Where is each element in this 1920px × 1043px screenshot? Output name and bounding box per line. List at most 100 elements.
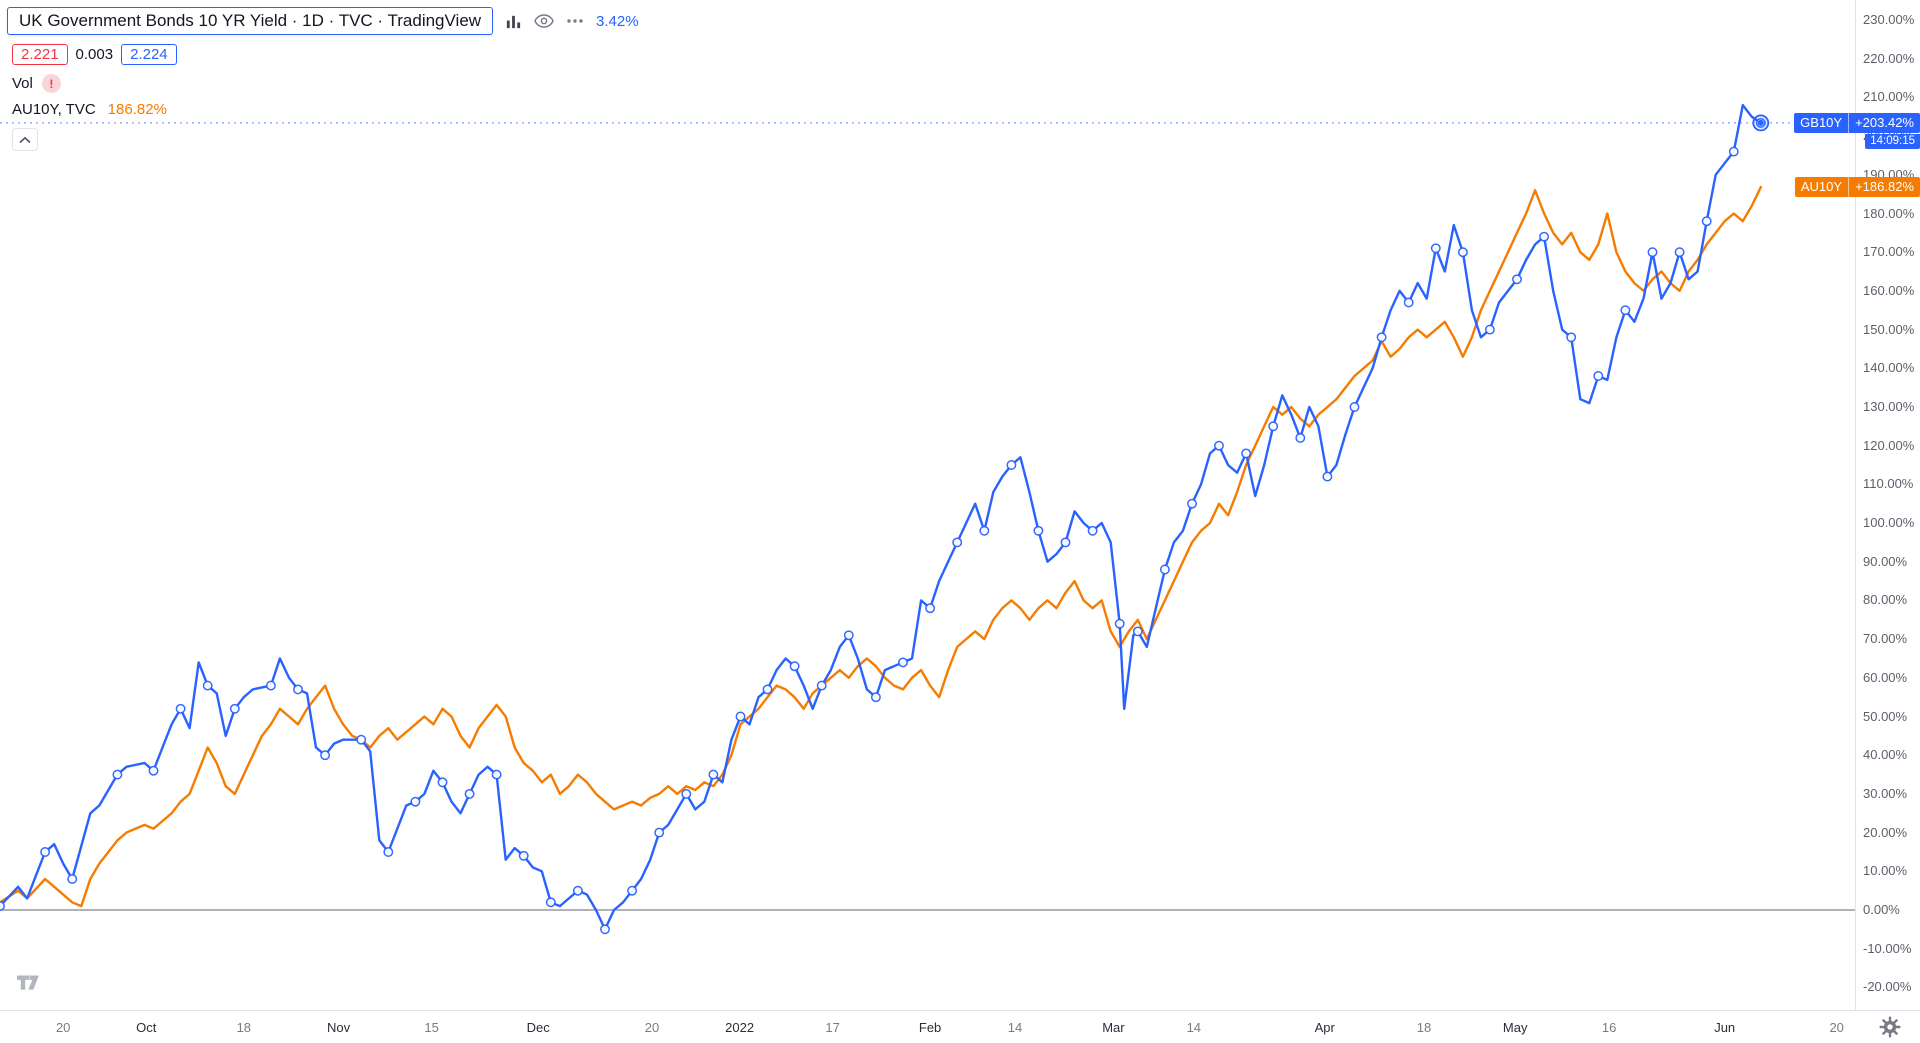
- time-tick-label: Apr: [1314, 1020, 1335, 1035]
- time-tick-label: Nov: [327, 1020, 351, 1035]
- gb10y-point-marker: [1132, 626, 1143, 637]
- gb10y-point-marker: [843, 630, 854, 641]
- bid-price-pill[interactable]: 2.221: [12, 44, 68, 65]
- gb10y-point-marker: [1214, 440, 1224, 451]
- chart-canvas[interactable]: [0, 0, 1855, 1010]
- price-tick-label: 20.00%: [1863, 824, 1908, 840]
- gb10y-point-marker: [1114, 618, 1125, 629]
- price-tick-label: 120.00%: [1863, 437, 1915, 453]
- price-label-gb10y: GB10Y +203.42% 14:09:15: [1794, 112, 1920, 149]
- ask-price-pill[interactable]: 2.224: [121, 44, 177, 65]
- price-tick-label: 150.00%: [1863, 321, 1915, 337]
- gb10y-point-marker: [464, 788, 475, 799]
- gb10y-point-marker: [265, 680, 276, 691]
- gb10y-point-marker: [148, 765, 159, 776]
- price-tick-label: 140.00%: [1863, 360, 1915, 376]
- gb10y-point-marker: [1484, 324, 1495, 335]
- price-axis[interactable]: 230.00%220.00%210.00%200.00%190.00%180.0…: [1855, 0, 1920, 1010]
- time-axis[interactable]: 20 Oct 18 Nov 15 Dec 20 2022 17 Feb 14 Mar 14 Apr 18 Ma…: [0, 1010, 1920, 1043]
- chart-svg[interactable]: [0, 0, 1855, 1010]
- price-tick-label: 70.00%: [1863, 631, 1908, 647]
- compare-symbol-legend[interactable]: AU10Y, TVC 186.82%: [12, 101, 639, 118]
- price-label-row: AU10Y +186.82%: [1794, 177, 1920, 198]
- gb10y-point-marker: [1060, 537, 1071, 548]
- time-tick-label: 20: [55, 1020, 71, 1035]
- volume-label: Vol: [12, 75, 33, 92]
- gb10y-point-marker: [898, 657, 908, 668]
- time-tick-label: 15: [424, 1020, 439, 1035]
- compare-symbol-name: AU10Y, TVC: [12, 101, 96, 118]
- symbol-badge-text: GB10Y: [1794, 112, 1850, 133]
- price-tick-label: 10.00%: [1863, 863, 1908, 879]
- time-tick-label: Mar: [1102, 1020, 1125, 1035]
- chart-style-icon[interactable]: [505, 13, 522, 30]
- time-tick-label: 18: [236, 1020, 252, 1035]
- gb10y-point-marker: [320, 750, 331, 761]
- gb10y-point-marker: [293, 684, 303, 695]
- gb10y-point-marker: [1006, 460, 1017, 470]
- price-tick-label: 90.00%: [1863, 553, 1908, 569]
- gb10y-point-marker: [600, 924, 610, 935]
- price-badge-value: +203.42%: [1849, 112, 1920, 133]
- gb10y-point-marker: [572, 885, 583, 896]
- gb10y-point-marker: [979, 525, 990, 536]
- gb10y-point-marker: [1033, 525, 1044, 536]
- time-tick-label: 20: [1829, 1020, 1844, 1035]
- gb10y-point-marker: [654, 827, 665, 838]
- time-tick-label: 14: [1186, 1020, 1202, 1035]
- gb10y-point-marker: [175, 703, 186, 714]
- gb10y-point-marker: [0, 901, 5, 912]
- gb10y-last-point-dot: [1757, 119, 1764, 126]
- price-tick-label: 50.00%: [1863, 708, 1908, 724]
- time-tick-label: May: [1502, 1020, 1528, 1035]
- gb10y-point-marker: [202, 680, 213, 691]
- gb10y-point-marker: [1620, 305, 1631, 316]
- gb10y-point-marker: [870, 692, 881, 703]
- gb10y-point-marker: [1268, 421, 1279, 432]
- compare-symbol-value: 186.82%: [107, 101, 167, 118]
- time-tick-label: 16: [1601, 1020, 1617, 1035]
- time-tick-label: 20: [644, 1020, 660, 1035]
- legend-collapse-button[interactable]: [12, 128, 38, 151]
- gb10y-point-marker: [112, 769, 123, 780]
- au10y-line[interactable]: [0, 185, 1763, 908]
- tradingview-logo[interactable]: [14, 970, 44, 996]
- settings-gear-icon[interactable]: [1878, 1015, 1902, 1039]
- gb10y-point-marker: [708, 769, 719, 780]
- gb10y-point-marker: [1295, 432, 1306, 443]
- gb10y-point-marker: [1701, 216, 1712, 227]
- gb10y-line[interactable]: [0, 103, 1763, 931]
- time-tick-label: Oct: [136, 1020, 157, 1035]
- symbol-legend-title[interactable]: UK Government Bonds 10 YR Yield · 1D · T…: [7, 7, 494, 35]
- gb10y-point-marker: [491, 769, 502, 780]
- volume-indicator-legend[interactable]: Vol !: [12, 74, 639, 93]
- time-tick-label: Jun: [1714, 1020, 1736, 1035]
- gb10y-point-marker: [437, 777, 448, 788]
- gb10y-point-marker: [1349, 402, 1360, 412]
- time-tick-label: 17: [825, 1020, 840, 1035]
- price-tick-label: 60.00%: [1863, 669, 1908, 685]
- gb10y-point-marker: [1159, 564, 1170, 575]
- gb10y-point-marker: [518, 850, 529, 861]
- price-tick-label: -20.00%: [1863, 979, 1912, 995]
- gb10y-point-marker: [1403, 297, 1414, 308]
- gb10y-point-marker: [1566, 332, 1577, 343]
- clipped-price-text: 3.42%: [596, 12, 639, 30]
- time-tick-label: 14: [1007, 1020, 1023, 1035]
- eye-icon[interactable]: [534, 14, 554, 28]
- price-tick-label: 160.00%: [1863, 282, 1915, 298]
- gb10y-point-marker: [1322, 471, 1333, 482]
- gb10y-point-marker: [1728, 146, 1739, 157]
- gb10y-point-marker: [410, 796, 421, 807]
- gb10y-point-marker: [40, 847, 51, 857]
- gb10y-point-marker: [762, 684, 773, 695]
- warning-icon[interactable]: !: [41, 74, 61, 93]
- price-label-au10y: AU10Y +186.82%: [1794, 177, 1920, 198]
- gb10y-point-marker: [67, 874, 78, 884]
- gb10y-point-marker: [1430, 243, 1441, 254]
- symbol-title-text: UK Government Bonds 10 YR Yield · 1D · T…: [19, 11, 482, 30]
- symbol-badge-text: AU10Y: [1794, 177, 1850, 198]
- more-menu-icon[interactable]: [566, 18, 584, 24]
- price-tick-label: 100.00%: [1863, 515, 1915, 530]
